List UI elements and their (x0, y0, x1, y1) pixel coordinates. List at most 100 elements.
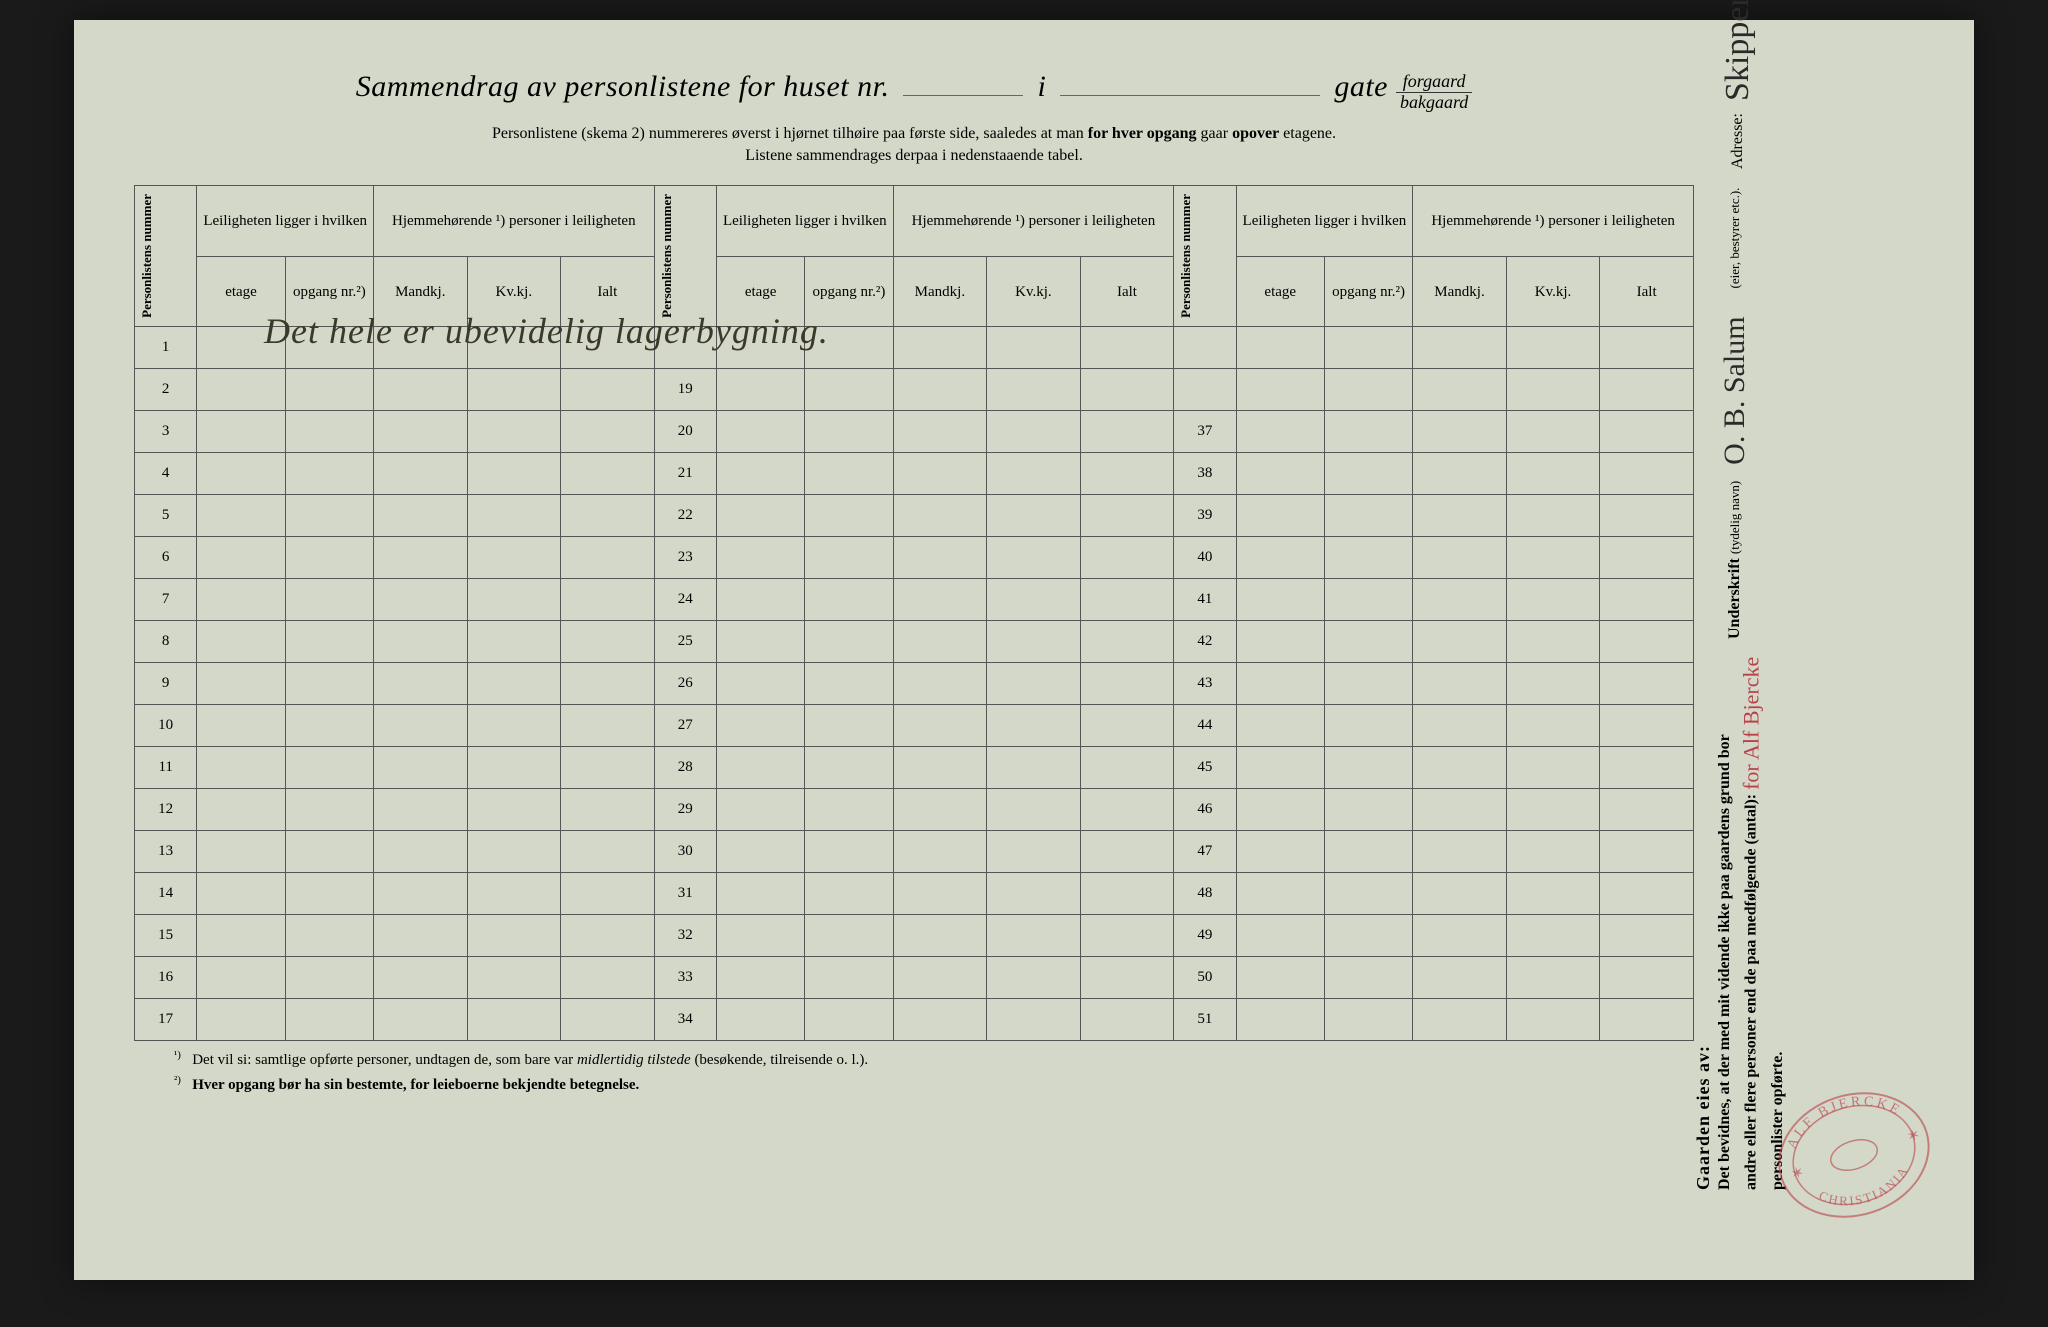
table-cell (197, 747, 285, 789)
table-cell (1506, 831, 1600, 873)
table-cell: 23 (654, 537, 716, 579)
table-cell (1413, 411, 1507, 453)
table-row: 72441 (135, 579, 1694, 621)
table-cell (987, 495, 1081, 537)
table-cell (893, 663, 987, 705)
table-cell (285, 621, 373, 663)
table-cell (1600, 327, 1694, 369)
table-cell (805, 957, 893, 999)
table-row: 219 (135, 369, 1694, 411)
table-cell (1080, 957, 1174, 999)
table-cell: 44 (1174, 705, 1236, 747)
table-cell (893, 999, 987, 1041)
table-cell (716, 537, 804, 579)
table-cell (893, 411, 987, 453)
table-cell: 41 (1174, 579, 1236, 621)
table-cell: 9 (135, 663, 197, 705)
table-cell (1413, 747, 1507, 789)
document-page: Sammendrag av personlistene for huset nr… (74, 20, 1974, 1280)
table-cell (374, 747, 468, 789)
table-cell: 5 (135, 495, 197, 537)
table-cell (1413, 537, 1507, 579)
table-cell (893, 705, 987, 747)
footnote-2-text: Hver opgang bør ha sin bestemte, for lei… (192, 1077, 639, 1093)
table-cell (1600, 873, 1694, 915)
table-cell (1413, 663, 1507, 705)
table-cell (561, 327, 655, 369)
table-cell (805, 747, 893, 789)
table-cell (1600, 663, 1694, 705)
group-hjemme-3: Hjemmehørende ¹) personer i leiligheten (1413, 186, 1694, 256)
table-row: 52239 (135, 495, 1694, 537)
table-cell (197, 705, 285, 747)
table-cell (987, 873, 1081, 915)
table-cell (561, 579, 655, 621)
table-cell (893, 369, 987, 411)
table-cell (805, 327, 893, 369)
table-cell (987, 789, 1081, 831)
title-blank-1 (903, 95, 1023, 96)
footnote-1-italic: midlertidig tilstede (577, 1052, 691, 1068)
role-label: (eier, bestyrer etc.). (1727, 187, 1742, 288)
svg-text:✶: ✶ (1789, 1164, 1807, 1184)
table-cell (716, 873, 804, 915)
table-cell (1600, 579, 1694, 621)
table-cell: 21 (654, 453, 716, 495)
table-cell (197, 621, 285, 663)
table-cell (805, 579, 893, 621)
table-cell (1324, 369, 1412, 411)
adresse-label: Adresse: (1729, 113, 1746, 169)
table-cell (561, 831, 655, 873)
table-cell (1236, 621, 1324, 663)
table-cell (1413, 369, 1507, 411)
table-cell (716, 747, 804, 789)
table-cell (561, 873, 655, 915)
table-cell (374, 915, 468, 957)
table-cell (987, 831, 1081, 873)
table-row: 173451 (135, 999, 1694, 1041)
table-cell (893, 873, 987, 915)
title-suffix: gate (1334, 70, 1388, 103)
attest-line-2: andre eller flere personer end de paa me… (1742, 794, 1759, 1190)
table-cell (374, 957, 468, 999)
table-cell (467, 495, 561, 537)
table-cell (987, 327, 1081, 369)
col-kvkj-1: Kv.kj. (467, 256, 561, 326)
table-cell (1506, 495, 1600, 537)
table-cell (1324, 747, 1412, 789)
table-cell (716, 789, 804, 831)
table-cell (893, 579, 987, 621)
table-cell (561, 369, 655, 411)
table-cell: 28 (654, 747, 716, 789)
table-cell (1080, 327, 1174, 369)
table-cell: 13 (135, 831, 197, 873)
table-cell (374, 663, 468, 705)
table-cell: 14 (135, 873, 197, 915)
table-cell (374, 789, 468, 831)
table-cell (805, 999, 893, 1041)
table-cell (467, 411, 561, 453)
table-cell (1506, 537, 1600, 579)
table-cell (1413, 621, 1507, 663)
table-cell: 3 (135, 411, 197, 453)
table-cell (1080, 915, 1174, 957)
underskrift-col: Underskrift (tydelig navn) O. B. Salum (… (1714, 187, 1790, 638)
table-cell (1324, 621, 1412, 663)
table-cell (374, 579, 468, 621)
table-cell (987, 369, 1081, 411)
table-cell (987, 537, 1081, 579)
table-cell: 46 (1174, 789, 1236, 831)
footnote-2-sup: ²) (174, 1074, 181, 1086)
table-cell (893, 537, 987, 579)
table-cell (374, 453, 468, 495)
table-head: Personlistens nummer Leiligheten ligger … (135, 186, 1694, 327)
table-cell (987, 621, 1081, 663)
table-cell (1080, 369, 1174, 411)
table-cell (1506, 411, 1600, 453)
table-cell (197, 495, 285, 537)
table-cell (716, 831, 804, 873)
table-cell (1413, 705, 1507, 747)
adresse-value: Skippergt. 29. (1719, 0, 1756, 101)
stamp-line-2: CHRISTIANIA (1813, 1160, 1917, 1220)
title-blank-2 (1060, 95, 1320, 96)
